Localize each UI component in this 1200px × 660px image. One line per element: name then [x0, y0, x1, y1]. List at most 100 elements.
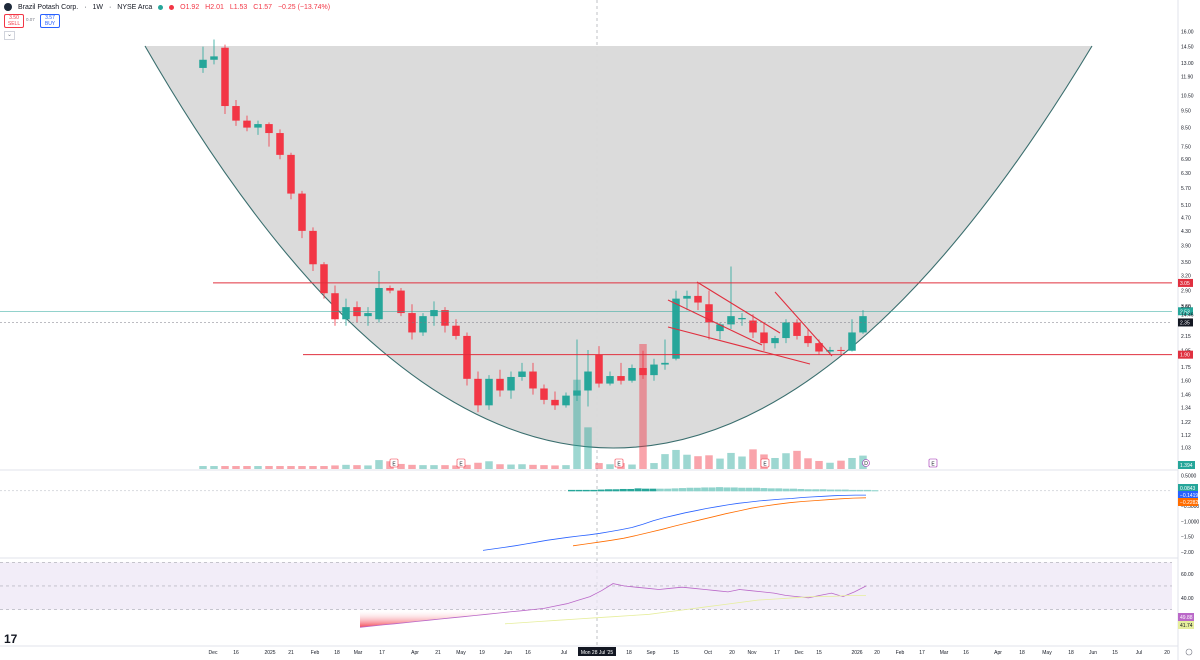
macd-histogram-bar	[619, 488, 627, 492]
volume-bar	[397, 463, 405, 469]
volume-bar	[683, 454, 691, 469]
price-tag	[1178, 350, 1193, 359]
time-tick-label: 17	[919, 650, 925, 656]
timeframe[interactable]: 1W	[92, 4, 104, 11]
candle-body	[848, 332, 856, 351]
macd-histogram-bar	[767, 488, 775, 492]
volume-bar	[430, 465, 438, 469]
volume-bar	[837, 460, 845, 469]
earnings-marker[interactable]	[389, 458, 399, 468]
ohlc-close: C1.57	[253, 4, 272, 11]
price-tag-label: 1.90	[1180, 353, 1190, 359]
price-tick-label: 5.70	[1181, 186, 1191, 192]
crosshair-date-label: Mon 28 Jul '25	[581, 650, 614, 656]
candle-body	[199, 59, 207, 68]
price-tag	[1178, 307, 1193, 316]
macd-histogram-bar	[590, 489, 598, 492]
settings-gear-icon[interactable]	[1185, 648, 1193, 656]
trendline[interactable]	[774, 291, 833, 357]
price-tick-label: 4.30	[1181, 229, 1191, 235]
candle-body	[210, 56, 218, 60]
earnings-marker[interactable]	[760, 458, 770, 468]
candle-body	[254, 124, 262, 128]
volume-bar	[672, 449, 680, 469]
macd-histogram-bar	[827, 489, 834, 492]
earnings-marker[interactable]	[614, 458, 624, 468]
candle-body	[474, 378, 482, 406]
macd-histogram-bar	[804, 489, 812, 492]
macd-histogram-bar	[782, 488, 790, 492]
macd-histogram-bar	[627, 488, 635, 492]
volume-bar	[628, 464, 636, 469]
tradingview-logo-icon[interactable]: 17	[4, 632, 18, 646]
time-tick-label: Jun	[504, 650, 512, 656]
ohlc-low: L1.53	[229, 4, 248, 11]
macd-histogram-bar	[656, 488, 664, 492]
candle-body	[309, 230, 317, 265]
sell-button[interactable]: 3.50 SELL	[4, 14, 24, 28]
macd-histogram-bar	[642, 488, 649, 492]
price-tick-label: 13.00	[1181, 61, 1194, 67]
macd-histogram-bar	[841, 489, 849, 492]
time-tick-label: Jul	[561, 650, 567, 656]
macd-histogram-bar	[679, 488, 686, 492]
trendline[interactable]	[667, 299, 763, 346]
candle-body	[760, 332, 768, 344]
trendline[interactable]	[696, 281, 781, 334]
time-tick-label: 2026	[851, 650, 862, 656]
macd-histogram-bar	[819, 489, 827, 492]
macd-histogram-bar	[664, 488, 672, 492]
macd-tick-label: −1.50	[1181, 535, 1194, 541]
macd-value-tag-label: −0.1419	[1180, 493, 1198, 499]
price-tag-label: 3.05	[1180, 281, 1190, 287]
volume-bar	[419, 465, 427, 469]
volume-bar	[507, 464, 515, 469]
time-tick-label: Feb	[311, 650, 320, 656]
time-tick-label: 15	[673, 650, 679, 656]
earnings-marker[interactable]	[928, 458, 938, 468]
buy-price: 3.57	[45, 15, 55, 21]
macd-histogram-bar	[686, 487, 694, 492]
trendline[interactable]	[667, 326, 811, 365]
candle-body	[694, 295, 702, 303]
time-tick-label: 20	[874, 650, 880, 656]
symbol-name[interactable]: Brazil Potash Corp.	[17, 4, 79, 11]
earnings-marker[interactable]	[456, 458, 466, 468]
volume-bar	[848, 457, 856, 469]
candle-body	[771, 338, 779, 344]
volume-bar	[529, 464, 537, 469]
macd-tick-label: −0.5000	[1181, 504, 1199, 510]
time-tick-label: 16	[233, 650, 239, 656]
candle-body	[716, 324, 724, 332]
candle-body	[353, 307, 361, 317]
time-tick-label: 20	[729, 650, 735, 656]
signal-line	[572, 497, 867, 547]
candle-body	[661, 362, 669, 365]
volume-bar	[210, 466, 218, 469]
volume-bar	[826, 462, 834, 469]
volume-tag	[1178, 461, 1195, 469]
macd-value-tag	[1178, 491, 1198, 499]
volume-bar	[265, 466, 273, 469]
crosshair-date-tag	[578, 647, 616, 656]
time-tick-label: 21	[288, 650, 294, 656]
candle-body	[397, 290, 405, 314]
buy-button[interactable]: 3.57 BUY	[40, 14, 60, 28]
dividend-marker[interactable]	[862, 459, 870, 467]
candle-body	[562, 395, 570, 406]
volume-bar	[232, 466, 240, 469]
volume-bar	[320, 466, 328, 469]
price-tick-label: 9.50	[1181, 109, 1191, 115]
collapse-chevron-icon[interactable]: ⌄	[4, 31, 15, 40]
candle-body	[540, 388, 548, 400]
volume-bar	[463, 464, 471, 469]
macd-histogram-bar	[575, 489, 583, 492]
price-tick-label: 3.50	[1181, 260, 1191, 266]
macd-histogram-bar	[634, 488, 642, 492]
candle-body	[408, 313, 416, 333]
macd-histogram-bar	[738, 487, 746, 492]
candle-body	[221, 47, 229, 107]
time-tick-label: Dec	[795, 650, 804, 656]
price-tag-label: 2.35	[1180, 320, 1190, 326]
